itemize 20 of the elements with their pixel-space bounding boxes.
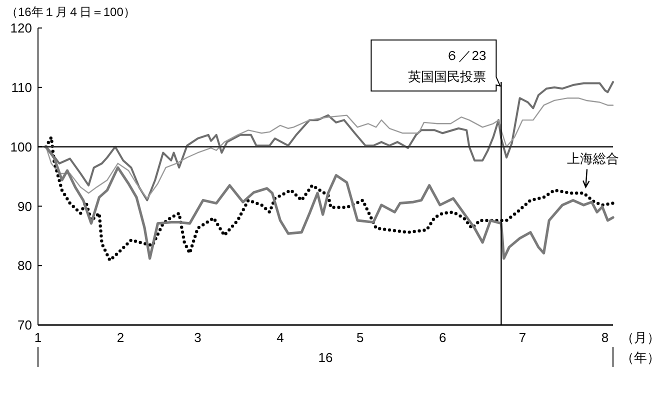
y-tick-label: 100: [10, 139, 32, 154]
y-tick-label: 80: [18, 258, 32, 274]
x-tick-label: 2: [116, 330, 124, 345]
x-tick-label: 1: [34, 330, 42, 345]
x-tick-label: 3: [194, 330, 202, 345]
x-tick-label: 6: [439, 330, 446, 345]
x-tick-label: 4: [276, 330, 284, 345]
y-tick-label: 70: [18, 318, 32, 333]
y-tick-label: 120: [10, 20, 32, 36]
text: （月）: [621, 330, 652, 345]
text: （年）: [621, 350, 652, 365]
y-axis-title: （16年１月４日＝100）: [6, 5, 136, 19]
x-tick-label: 7: [518, 330, 526, 345]
series-label: 上海総合: [567, 151, 619, 166]
x-tick-label: 8: [601, 330, 609, 345]
y-tick-label: 90: [18, 198, 32, 214]
y-tick-label: 110: [11, 80, 32, 95]
x-tick-label: 5: [356, 330, 364, 345]
x-axis-title: 16: [318, 350, 333, 365]
ref-line-label: ６／23 英国国民投票: [408, 48, 486, 84]
